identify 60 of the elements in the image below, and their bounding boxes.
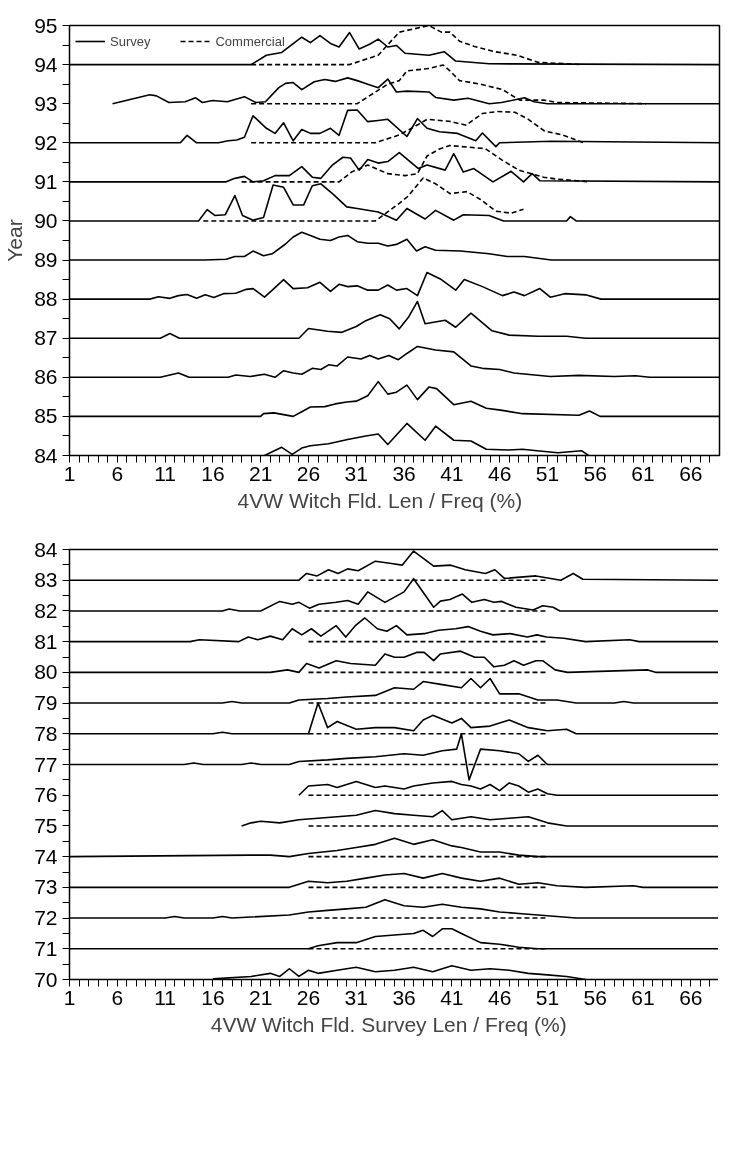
x-tick-label: 46 <box>487 985 512 1009</box>
y-tick-label: 85 <box>34 404 58 428</box>
x-tick-label: 61 <box>631 985 655 1009</box>
y-tick-label: 83 <box>34 568 58 592</box>
y-tick-label: 84 <box>34 443 58 467</box>
y-tick-label: 87 <box>34 326 58 350</box>
y-tick-label: 86 <box>34 365 58 389</box>
x-tick-label: 66 <box>679 985 703 1009</box>
y-tick-label: 76 <box>34 783 58 807</box>
y-tick-label: 95 <box>34 13 58 37</box>
y-axis-title: Year <box>3 219 27 262</box>
x-tick-label: 11 <box>154 461 176 485</box>
x-tick-label: 11 <box>154 985 176 1009</box>
x-tick-label: 21 <box>249 985 273 1009</box>
y-tick-label: 82 <box>34 598 58 622</box>
y-tick-label: 89 <box>34 248 58 272</box>
x-tick-label: 61 <box>631 461 655 485</box>
y-tick-label: 81 <box>34 629 58 653</box>
y-tick-label: 79 <box>34 691 58 715</box>
x-axis-title: 4VW Witch Fld. Survey Len / Freq (%) <box>210 1012 567 1036</box>
x-tick-label: 51 <box>535 461 560 485</box>
x-tick-label: 41 <box>440 461 464 485</box>
y-tick-label: 77 <box>34 752 58 776</box>
x-tick-label: 41 <box>440 985 464 1009</box>
legend-label: Survey <box>110 33 151 49</box>
x-tick-label: 21 <box>249 461 273 485</box>
x-tick-label: 51 <box>535 985 560 1009</box>
y-tick-label: 91 <box>34 169 58 193</box>
x-tick-label: 31 <box>344 985 368 1009</box>
y-tick-label: 73 <box>34 875 58 899</box>
x-tick-label: 1 <box>63 461 76 485</box>
legend-label: Commercial <box>215 33 285 49</box>
y-tick-label: 84 <box>34 537 58 561</box>
x-tick-label: 26 <box>296 985 321 1009</box>
x-axis-title: 4VW Witch Fld. Len / Freq (%) <box>237 488 523 512</box>
x-tick-label: 36 <box>392 985 416 1009</box>
y-tick-label: 70 <box>34 967 58 991</box>
y-tick-label: 78 <box>34 721 58 745</box>
x-tick-label: 16 <box>201 985 225 1009</box>
x-tick-label: 6 <box>111 461 124 485</box>
y-tick-label: 88 <box>34 287 58 311</box>
y-tick-label: 74 <box>34 844 58 868</box>
x-tick-label: 46 <box>487 461 512 485</box>
x-tick-label: 16 <box>201 461 225 485</box>
x-tick-label: 66 <box>679 461 703 485</box>
y-tick-label: 90 <box>34 208 58 232</box>
y-tick-label: 94 <box>34 52 58 76</box>
y-tick-label: 80 <box>34 660 58 684</box>
x-tick-label: 36 <box>392 461 416 485</box>
x-tick-label: 31 <box>344 461 368 485</box>
y-tick-label: 72 <box>34 906 58 930</box>
x-tick-label: 6 <box>111 985 124 1009</box>
x-tick-label: 1 <box>63 985 76 1009</box>
x-tick-label: 56 <box>583 985 607 1009</box>
y-tick-label: 93 <box>34 91 58 115</box>
x-tick-label: 56 <box>583 461 607 485</box>
y-tick-label: 75 <box>34 813 58 837</box>
x-tick-label: 26 <box>296 461 321 485</box>
y-tick-label: 92 <box>34 130 58 154</box>
y-tick-label: 71 <box>34 936 58 960</box>
